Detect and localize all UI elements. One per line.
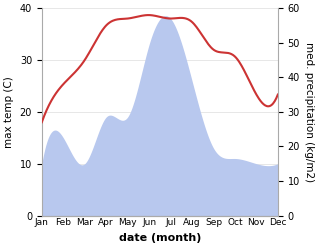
Y-axis label: max temp (C): max temp (C) xyxy=(4,76,14,148)
X-axis label: date (month): date (month) xyxy=(119,233,201,243)
Y-axis label: med. precipitation (kg/m2): med. precipitation (kg/m2) xyxy=(304,42,314,182)
